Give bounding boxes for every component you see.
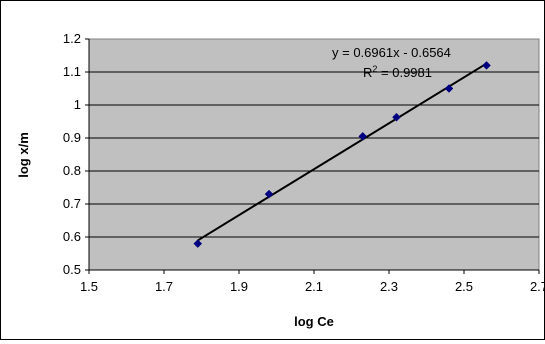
x-tick-label: 2.5 xyxy=(455,279,473,294)
x-tick-label: 2.3 xyxy=(380,279,398,294)
y-tick-label: 1 xyxy=(74,97,81,112)
y-tick-label: 1.2 xyxy=(63,31,81,46)
data-point xyxy=(193,239,203,248)
y-tick-label: 1.1 xyxy=(63,64,81,79)
y-tick-label: 0.6 xyxy=(63,229,81,244)
trendline-equation: y = 0.6961x - 0.6564 xyxy=(332,45,451,60)
y-tick-label: 0.5 xyxy=(63,262,81,277)
axis-layer: 0.5 0.6 0.7 0.8 0.9 1 1.1 1.2 1.5 1.7 1.9 2.1 2.3 2.5… xyxy=(63,31,545,294)
data-point xyxy=(358,131,368,141)
point-layer xyxy=(193,61,491,248)
x-axis-title: log Ce xyxy=(294,314,334,329)
scatter-chart: 0.5 0.6 0.7 0.8 0.9 1 1.1 1.2 1.5 1.7 1.9 2.1 2.3 2.5… xyxy=(16,31,545,329)
grid-layer xyxy=(89,71,539,238)
x-tick-label: 1.7 xyxy=(155,279,173,294)
y-axis-title: log x/m xyxy=(16,132,31,178)
x-tick-label: 2.7 xyxy=(530,279,544,294)
trendline-layer xyxy=(197,62,488,242)
x-tick-label: 2.1 xyxy=(305,279,323,294)
data-point xyxy=(392,112,401,122)
data-point xyxy=(444,84,454,93)
x-tick-label: 1.9 xyxy=(230,279,248,294)
y-tick-label: 0.7 xyxy=(63,196,81,211)
y-tick-label: 0.9 xyxy=(63,130,81,145)
trendline xyxy=(197,62,488,242)
x-tick-label: 1.5 xyxy=(80,279,98,294)
data-point xyxy=(264,189,274,199)
r-squared-superscript: 2 xyxy=(372,64,377,74)
y-tick-label: 0.8 xyxy=(63,163,81,178)
r-squared-label: R2 = 0.9981 xyxy=(363,64,432,80)
data-point xyxy=(482,61,491,70)
